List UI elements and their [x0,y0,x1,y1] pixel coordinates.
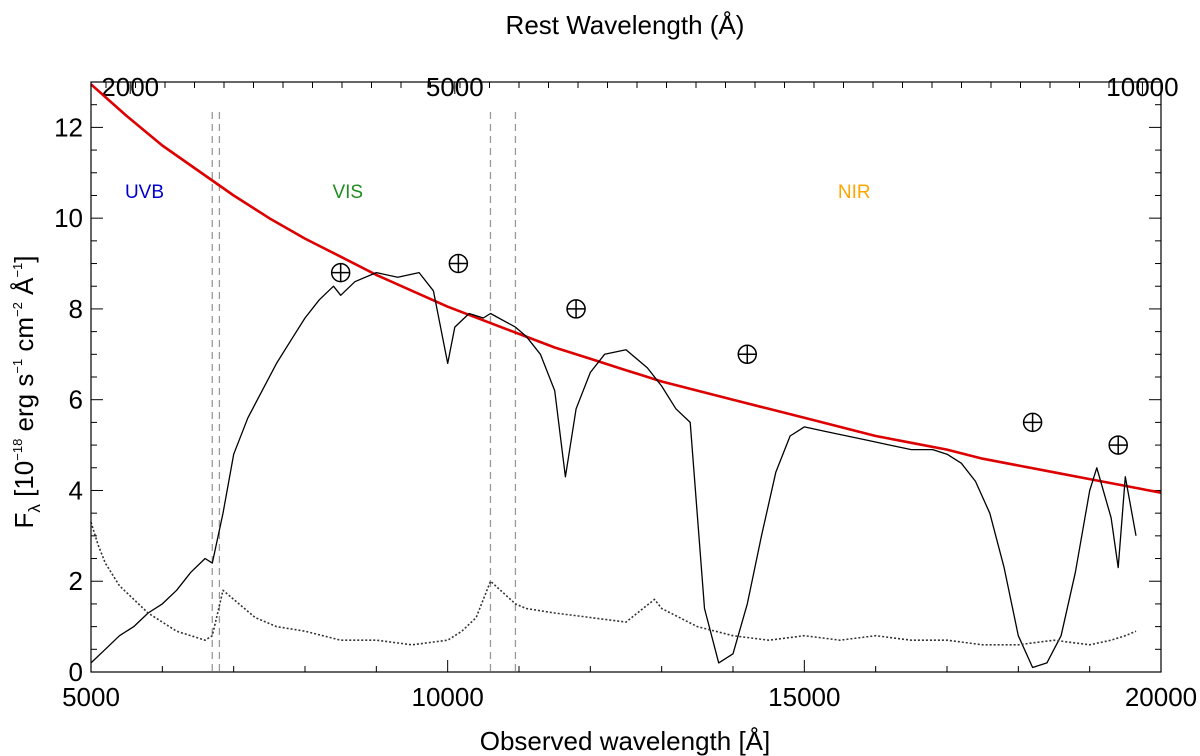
plot-frame [90,81,1162,673]
top-tick-label: 10000 [1106,72,1178,102]
y-tick-label: 6 [69,385,83,415]
y-tick-label: 2 [69,566,83,596]
y-tick-label: 12 [54,112,83,142]
telluric-marker-icon [330,262,351,283]
top-axis-title: Rest Wavelength (Å) [506,10,745,40]
y-tick-label: 0 [69,657,83,687]
telluric-marker-icon [737,344,758,365]
y-tick-label: 8 [69,294,83,324]
telluric-marker-icon [1022,412,1043,433]
region-label-uvb: UVB [125,182,164,203]
y-axis-title: Fλ [10−18 erg s−1 cm−2 Å−1] [9,255,44,528]
observed-spectrum-line [90,271,1137,669]
top-tick-label: 5000 [426,72,484,102]
region-label-vis: VIS [332,182,363,203]
x-axis-title: Observed wavelength [Å] [480,726,771,756]
x-tick-label: 15000 [768,682,840,712]
x-tick-label: 5000 [62,682,120,712]
y-tick-label: 10 [54,203,83,233]
telluric-marker-icon [448,253,469,274]
x-tick-label: 20000 [1125,682,1197,712]
region-label-nir: NIR [838,182,871,203]
top-tick-label: 2000 [101,72,159,102]
x-tick-label: 10000 [412,682,484,712]
plot-area: 5000 10000 15000 20000 0 2 4 6 8 10 12 2000 5000 1000… [54,72,1197,712]
continuum-model-line [90,83,1162,494]
telluric-marker-icon [1108,435,1128,455]
telluric-marker-icon [566,299,586,319]
y-tick-label: 4 [69,475,83,505]
error-spectrum-line [90,521,1137,646]
